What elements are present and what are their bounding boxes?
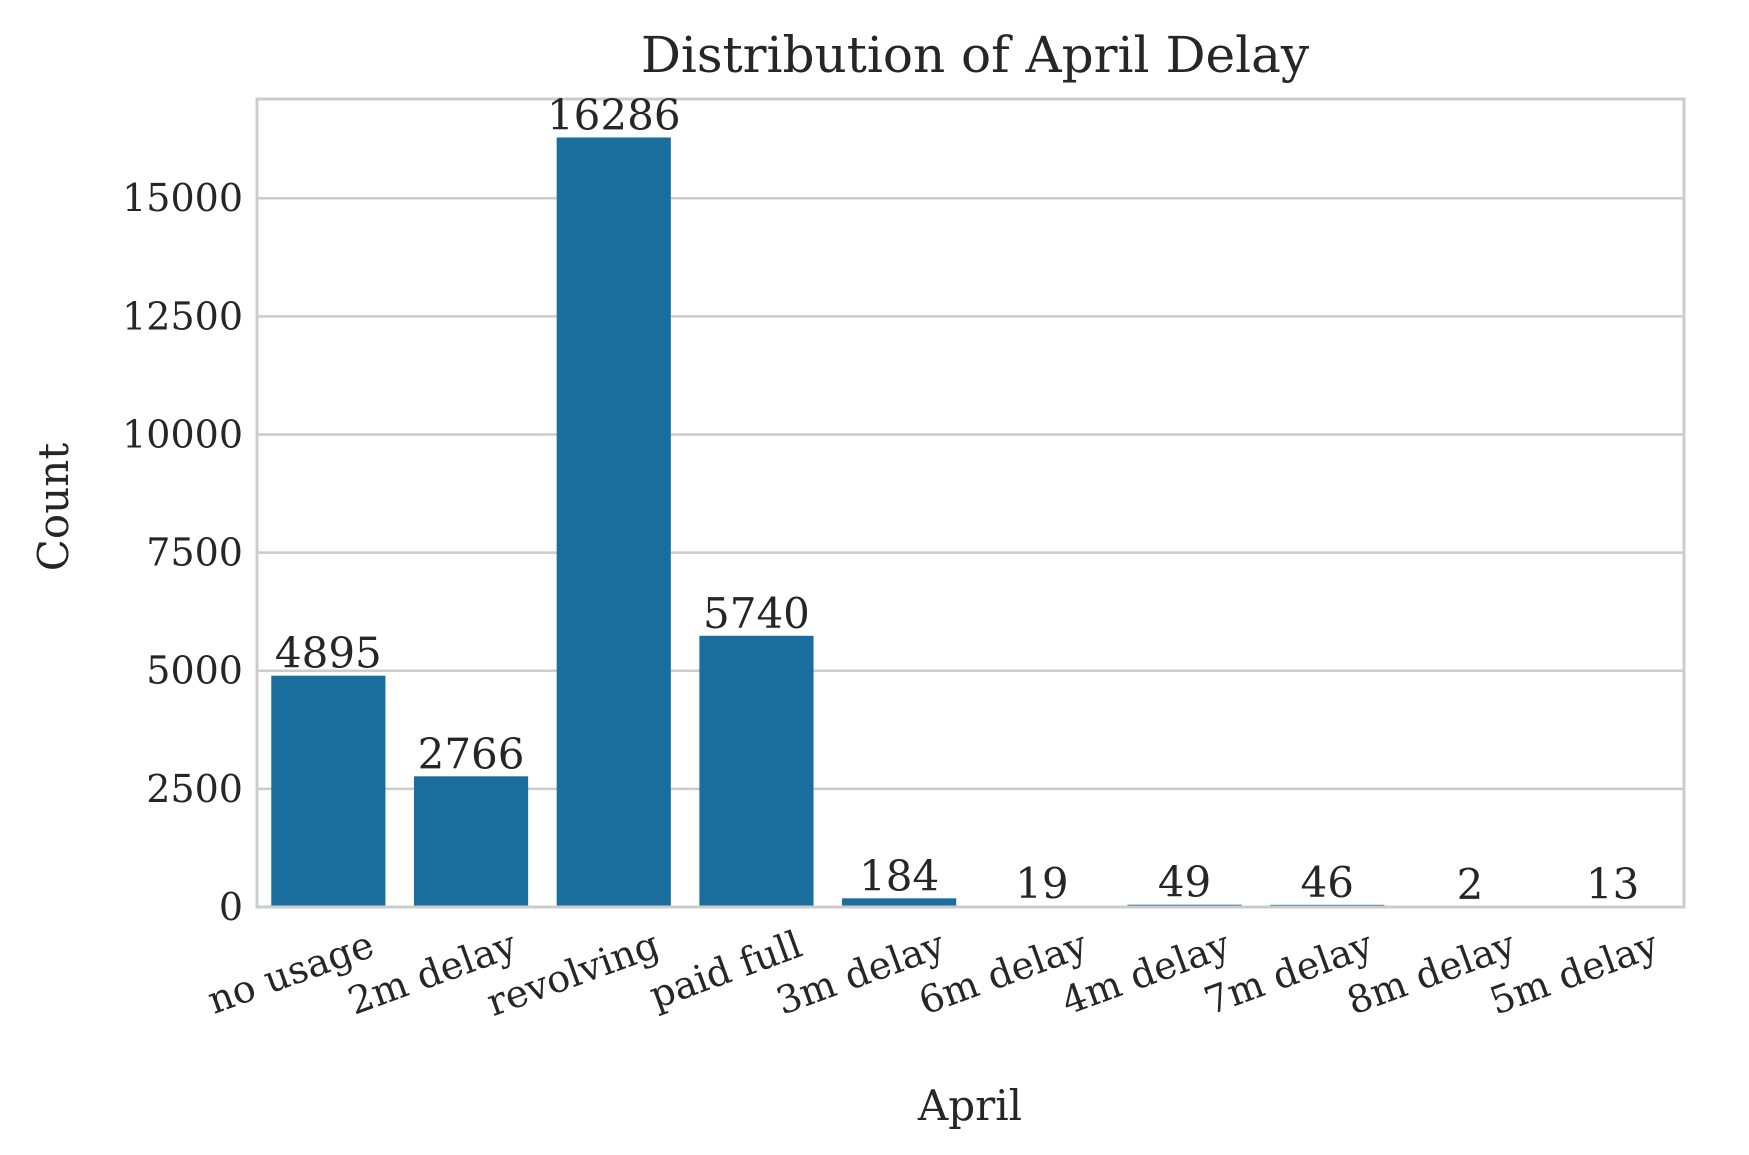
x-axis-label: April bbox=[917, 1081, 1022, 1130]
y-tick-label: 7500 bbox=[146, 531, 243, 575]
bar-value-label: 13 bbox=[1586, 859, 1639, 908]
y-tick-label: 12500 bbox=[122, 294, 243, 338]
y-axis-label: Count bbox=[29, 443, 78, 572]
bar-paid-full bbox=[699, 636, 813, 907]
y-tick-label: 15000 bbox=[122, 176, 243, 220]
bar-revolving bbox=[557, 137, 671, 907]
bar-value-label: 16286 bbox=[547, 90, 681, 139]
bar-value-label: 2 bbox=[1457, 860, 1484, 909]
bar-value-label: 2766 bbox=[418, 729, 525, 778]
y-tick-label: 10000 bbox=[122, 412, 243, 456]
bar-value-label: 184 bbox=[859, 851, 939, 900]
bar-value-label: 49 bbox=[1158, 858, 1211, 907]
bar-value-label: 4895 bbox=[275, 629, 382, 678]
y-tick-label: 2500 bbox=[146, 767, 243, 811]
bars bbox=[271, 137, 1669, 907]
bar-value-label: 19 bbox=[1015, 859, 1068, 908]
bar-value-label: 5740 bbox=[703, 589, 810, 638]
y-tick-label: 0 bbox=[219, 885, 243, 929]
y-tick-label: 5000 bbox=[146, 649, 243, 693]
bar-value-label: 46 bbox=[1301, 858, 1354, 907]
bar-no-usage bbox=[271, 676, 385, 907]
bar-2m-delay bbox=[414, 776, 528, 907]
chart-title: Distribution of April Delay bbox=[641, 26, 1310, 84]
y-tick-labels: 0 2500 5000 7500 10000 12500 15000 bbox=[122, 176, 243, 929]
